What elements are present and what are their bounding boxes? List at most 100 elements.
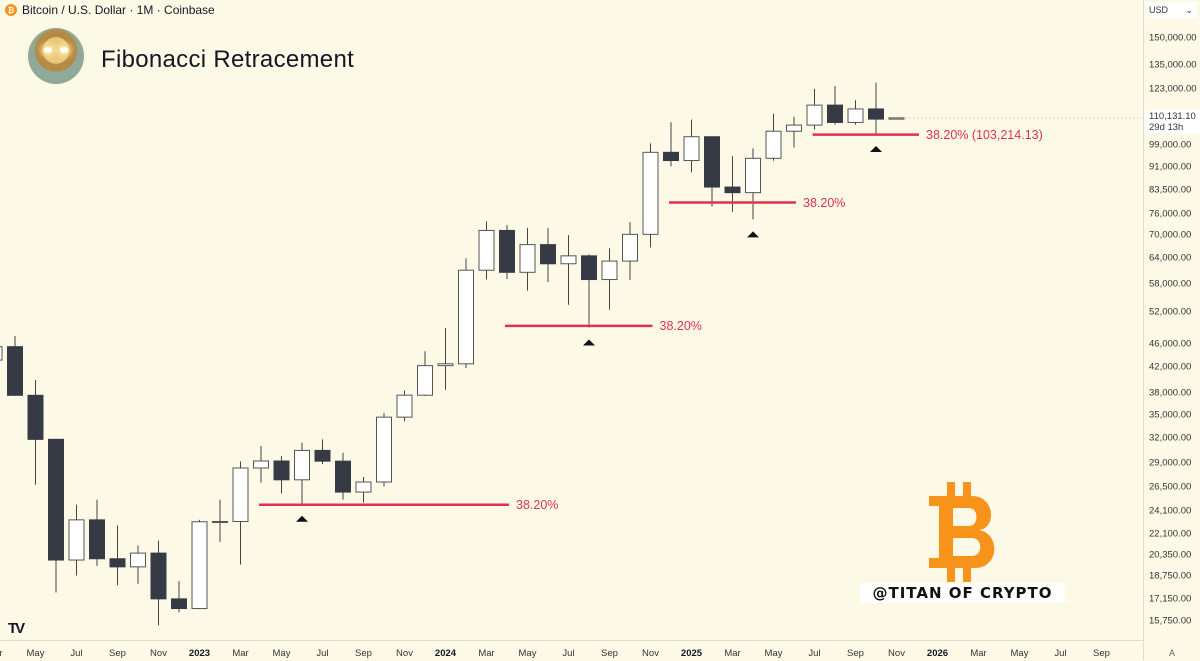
candle-bullish xyxy=(396,394,413,418)
time-tick-label: Mar xyxy=(724,648,741,659)
candle-bearish xyxy=(7,346,23,396)
candle-bullish xyxy=(212,521,228,524)
candlestick-chart[interactable] xyxy=(0,0,1143,640)
bitcoin-logo-icon xyxy=(929,482,995,582)
time-tick-label: Sep xyxy=(601,648,618,659)
candle-bearish xyxy=(109,558,126,568)
bitcoin-coin-icon: ₿ xyxy=(5,4,17,16)
candle-bearish xyxy=(724,186,741,194)
candle-bullish xyxy=(745,157,761,194)
auto-scale-button[interactable]: A xyxy=(1169,648,1176,658)
price-tick-label: 18,750.00 xyxy=(1149,570,1192,582)
candle-bullish xyxy=(458,269,474,365)
price-tick-label: 17,150.00 xyxy=(1149,593,1192,605)
candle-bearish xyxy=(704,136,720,188)
time-tick-label: Nov xyxy=(642,648,659,659)
candle-bullish xyxy=(888,117,905,120)
triangle-up-marker-icon xyxy=(747,231,759,238)
price-tick-label: 20,350.00 xyxy=(1149,549,1192,561)
price-tick-label: 91,000.00 xyxy=(1149,161,1192,173)
current-price-label: 110,131.10 29d 13h xyxy=(1145,110,1200,134)
price-tick-label: 99,000.00 xyxy=(1149,139,1192,151)
candle-bearish xyxy=(335,460,351,493)
time-tick-label: May xyxy=(764,648,783,659)
candle-bullish xyxy=(786,124,802,132)
candle-bearish xyxy=(540,244,556,265)
candle-bullish xyxy=(683,136,700,162)
time-tick-label: Sep xyxy=(355,648,372,659)
candle-bullish xyxy=(355,481,372,493)
candle-bearish xyxy=(868,108,884,120)
price-tick-label: 83,500.00 xyxy=(1149,184,1192,196)
chevron-down-icon: ⌄ xyxy=(1185,4,1193,15)
time-tick-label: Sep xyxy=(847,648,864,659)
candle-bullish xyxy=(847,108,864,123)
time-tick-label: May xyxy=(272,648,291,659)
time-tick-label: Mar xyxy=(0,648,3,659)
fib-level-label: 38.20% xyxy=(659,318,702,333)
candle-bearish xyxy=(150,552,167,600)
price-tick-label: 15,750.00 xyxy=(1149,615,1192,627)
price-tick-label: 32,000.00 xyxy=(1149,432,1192,444)
candle-bullish xyxy=(68,519,85,561)
time-tick-label: Nov xyxy=(888,648,905,659)
candle-bearish xyxy=(89,519,105,560)
watermark-handle: @TITAN OF CRYPTO xyxy=(860,583,1065,603)
time-tick-label: Jul xyxy=(808,648,821,659)
symbol-header: ₿ Bitcoin / U.S. Dollar · 1M · Coinbase xyxy=(5,3,215,17)
candle-bullish xyxy=(519,244,536,273)
time-tick-label: Jul xyxy=(1054,648,1067,659)
current-price-value: 110,131.10 xyxy=(1149,111,1196,122)
candle-bullish xyxy=(642,151,659,235)
price-tick-label: 24,100.00 xyxy=(1149,505,1192,517)
time-tick-label: Jul xyxy=(316,648,329,659)
candle-bullish xyxy=(806,104,823,126)
price-axis[interactable] xyxy=(1143,0,1200,660)
time-tick-label: Mar xyxy=(970,648,987,659)
candle-bullish xyxy=(437,363,454,367)
price-tick-label: 46,000.00 xyxy=(1149,338,1192,350)
triangle-up-marker-icon xyxy=(870,145,882,152)
price-tick-label: 135,000.00 xyxy=(1149,59,1197,71)
candle-bullish xyxy=(376,416,392,483)
currency-select[interactable]: USD ⌄ xyxy=(1145,2,1197,18)
chart-title: Fibonacci Retracement xyxy=(101,46,355,73)
candle-bullish xyxy=(560,255,577,265)
candle-bullish xyxy=(232,467,249,523)
candle-bearish xyxy=(827,104,843,123)
time-tick-label: Sep xyxy=(1093,648,1110,659)
price-tick-label: 22,100.00 xyxy=(1149,528,1192,540)
avatar xyxy=(28,28,84,84)
candle-bearish xyxy=(663,151,679,162)
candle-bullish xyxy=(294,449,310,481)
fib-level-label: 38.20% (103,214.13) xyxy=(926,127,1043,142)
price-tick-label: 70,000.00 xyxy=(1149,229,1192,241)
candle-bullish xyxy=(191,521,208,610)
candle-bullish xyxy=(0,346,3,361)
price-tick-label: 64,000.00 xyxy=(1149,252,1192,264)
triangle-up-marker-icon xyxy=(583,339,595,346)
price-tick-label: 76,000.00 xyxy=(1149,208,1192,220)
time-tick-label: Sep xyxy=(109,648,126,659)
time-tick-label: Mar xyxy=(478,648,495,659)
price-tick-label: 35,000.00 xyxy=(1149,409,1192,421)
time-tick-label: May xyxy=(1010,648,1029,659)
candle-bearish xyxy=(499,229,515,273)
time-tick-label: Jul xyxy=(70,648,83,659)
candle-bullish xyxy=(253,460,269,469)
price-tick-label: 29,000.00 xyxy=(1149,457,1192,469)
price-tick-label: 52,000.00 xyxy=(1149,306,1192,318)
time-tick-label: 2026 xyxy=(926,648,949,659)
symbol-label[interactable]: Bitcoin / U.S. Dollar · 1M · Coinbase xyxy=(22,3,215,17)
candle-bearish xyxy=(273,460,290,481)
price-tick-label: 38,000.00 xyxy=(1149,387,1192,399)
tradingview-logo-icon[interactable]: TV xyxy=(8,620,25,637)
time-tick-label: Nov xyxy=(150,648,167,659)
candle-bearish xyxy=(581,255,597,281)
candle-bearish xyxy=(171,598,187,610)
avatar-eye-icon xyxy=(44,47,52,53)
time-axis[interactable] xyxy=(0,640,1143,661)
price-tick-label: 26,500.00 xyxy=(1149,481,1192,493)
time-tick-label: Jul xyxy=(562,648,575,659)
price-tick-label: 123,000.00 xyxy=(1149,83,1197,95)
